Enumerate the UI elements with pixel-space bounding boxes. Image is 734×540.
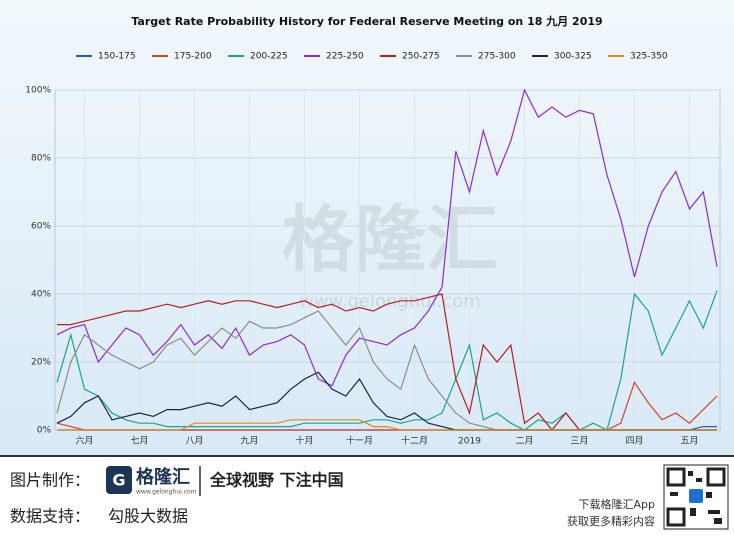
x-tick-label: 九月 — [240, 436, 258, 447]
legend-label: 300-325 — [554, 52, 592, 62]
legend-label: 225-250 — [326, 52, 364, 62]
legend-label: 250-275 — [402, 52, 440, 62]
x-tick-label: 四月 — [625, 436, 643, 447]
footer-data-label: 数据支持： — [10, 507, 90, 526]
footer-logo: 格隆汇 — [136, 466, 190, 488]
y-tick-label: 40% — [31, 290, 51, 300]
chart-title: Target Rate Probability History for Fede… — [131, 14, 602, 28]
x-tick-label: 八月 — [185, 436, 203, 447]
y-tick-label: 60% — [31, 222, 51, 232]
footer-data-source: 勾股大数据 — [108, 507, 188, 526]
x-tick-label: 2019 — [458, 437, 481, 447]
y-tick-label: 80% — [31, 154, 51, 164]
y-tick-label: 100% — [25, 86, 51, 96]
x-tick-label: 二月 — [515, 436, 533, 447]
x-tick-label: 三月 — [570, 436, 588, 447]
logo-mark: G — [112, 471, 125, 490]
logo-icon — [106, 466, 132, 494]
legend-label: 175-200 — [174, 52, 212, 62]
legend-label: 275-300 — [478, 52, 516, 62]
y-tick-label: 20% — [31, 358, 51, 368]
plot: 0% 20% 40% 60% 80% 100% 六月 七月 八月 九月 十月 十一月 十二月 2019 二月… — [25, 52, 721, 447]
footer-made-label: 图片制作： — [10, 471, 90, 490]
legend-label: 150-175 — [98, 52, 136, 62]
x-tick-label: 七月 — [130, 436, 148, 447]
footer-slogan: 全球视野 下注中国 — [209, 471, 344, 490]
x-tick-label: 五月 — [680, 436, 698, 447]
series-line — [57, 419, 717, 431]
series-line — [56, 88, 718, 387]
qr-code — [663, 464, 729, 530]
x-tick-label: 十一月 — [346, 435, 373, 447]
x-tick-label: 六月 — [75, 435, 93, 447]
footer-app-line1: 下载格隆汇App — [579, 497, 656, 511]
footer-app-line2: 获取更多精彩内容 — [567, 514, 655, 528]
legend-label: 200-225 — [250, 52, 288, 62]
x-tick-label: 十二月 — [401, 435, 428, 447]
legend-label: 325-350 — [630, 52, 668, 62]
y-tick-label: 0% — [37, 426, 52, 436]
x-tick-label: 十月 — [295, 435, 313, 447]
watermark: 格隆汇 — [282, 198, 498, 282]
chart-background — [0, 0, 734, 456]
footer-logo-url: www.gelonghui.com — [136, 489, 197, 496]
